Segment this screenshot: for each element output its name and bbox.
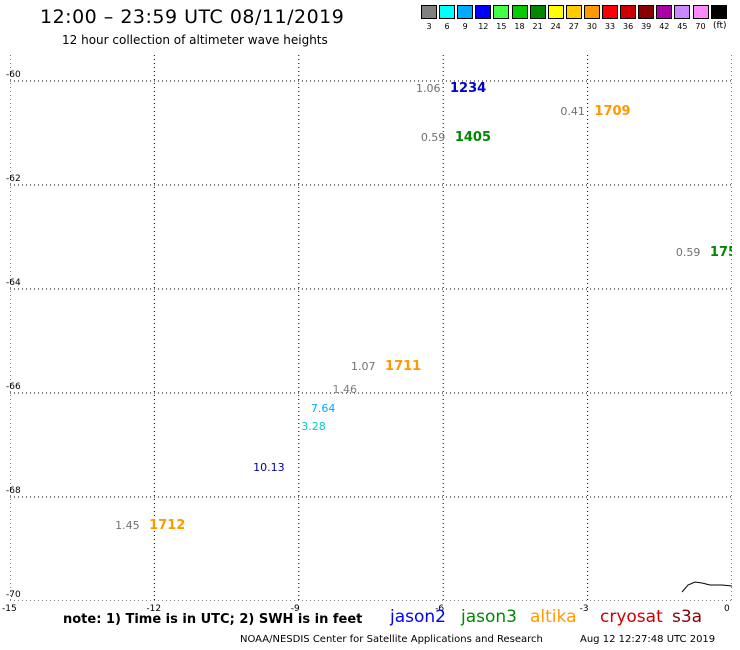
legend-swatch [638, 5, 655, 19]
map-plot-area: 1.06 1234 0.41 1709 0.59 1405 0.59 1759 1.07 1711… [10, 55, 732, 601]
satellite-legend-cryosat: cryosat [600, 607, 663, 627]
legend-swatch [602, 5, 618, 19]
pass-time-label: 1234 [450, 80, 487, 96]
legend-swatch [493, 5, 510, 19]
legend-swatch-label: 36 [623, 22, 634, 31]
track-wave-height: 3.28 [301, 419, 326, 433]
satellite-legend-jason3: jason3 [461, 607, 517, 627]
legend-swatch-label: 3 [426, 22, 432, 31]
pass-time-label: 1712 [149, 517, 186, 533]
satellite-legend-s3a: s3a [672, 607, 703, 627]
latitude-tick-label: -70 [6, 590, 21, 600]
legend-swatch [656, 5, 673, 19]
longitude-tick-label: -9 [290, 604, 300, 614]
latitude-tick-label: -68 [6, 486, 21, 496]
legend-swatch [529, 5, 546, 19]
map-canvas [10, 55, 732, 601]
map-subtitle: 12 hour collection of altimeter wave hei… [62, 33, 328, 47]
units-note: note: 1) Time is in UTC; 2) SWH is in fe… [63, 612, 363, 627]
credit-text: NOAA/NESDIS Center for Satellite Applica… [240, 634, 543, 645]
pass-time-label: 1711 [385, 359, 422, 374]
legend-swatch-label: 15 [496, 22, 507, 31]
legend-swatch-label: 45 [677, 22, 688, 31]
legend-swatch-label: 12 [478, 22, 489, 31]
legend-swatch-label: 24 [550, 22, 561, 31]
legend-swatch [674, 5, 691, 19]
legend-swatch [547, 5, 564, 19]
longitude-tick-label: -12 [146, 604, 162, 614]
legend-swatch-label: 18 [514, 22, 525, 31]
pass-time-label: 1759 [709, 244, 732, 260]
coastline-shape [681, 581, 732, 593]
legend-swatch-label: 33 [604, 22, 616, 31]
track-wave-height: 1.46 [332, 383, 358, 397]
legend-swatch [421, 5, 437, 19]
legend-swatch [439, 5, 456, 19]
legend-swatch-label: 27 [568, 22, 579, 31]
legend-swatch [457, 5, 474, 19]
legend-swatch [475, 5, 492, 19]
track-wave-height: 10.13 [253, 461, 285, 475]
legend-swatch-label: 6 [444, 22, 450, 31]
legend-swatch-label: 21 [532, 22, 543, 31]
legend-swatch [692, 5, 709, 19]
latitude-tick-label: -62 [6, 174, 21, 184]
longitude-tick-label: -3 [579, 604, 589, 614]
wave-height-value: 1.06 [416, 81, 441, 95]
latitude-tick-label: -66 [6, 382, 21, 392]
legend-swatch [710, 5, 727, 19]
longitude-tick-label: -6 [435, 604, 445, 614]
latitude-tick-label: -64 [6, 278, 21, 288]
legend-swatch [511, 5, 528, 19]
wave-height-value: 1.07 [351, 360, 376, 373]
longitude-tick-label: 0 [724, 604, 730, 614]
pass-time-label: 1709 [594, 104, 631, 120]
satellite-legend-jason2: jason2 [390, 607, 446, 627]
legend-unit: (ft) [713, 21, 727, 31]
legend-swatch-label: 39 [641, 22, 652, 31]
legend-swatch [620, 5, 637, 19]
legend-swatch [583, 5, 600, 19]
legend-swatch-label: 30 [586, 22, 597, 31]
wave-height-value: 0.59 [675, 245, 701, 259]
map-title: 12:00 – 23:59 UTC 08/11/2019 [40, 6, 345, 28]
wave-height-value: 0.41 [560, 105, 585, 119]
track-wave-height: 7.64 [310, 401, 336, 415]
legend-swatch [565, 5, 582, 19]
generation-timestamp: Aug 12 12:27:48 UTC 2019 [580, 634, 716, 645]
legend-swatch-label: 42 [659, 22, 670, 31]
legend-swatch-label: 9 [462, 22, 468, 31]
wave-height-value: 1.45 [115, 518, 140, 532]
pass-time-label: 1405 [454, 130, 491, 146]
longitude-tick-label: -15 [2, 604, 17, 614]
satellite-legend-altika: altika [530, 607, 577, 627]
wave-height-value: 0.59 [420, 131, 446, 145]
legend-swatch-label: 70 [695, 22, 706, 31]
latitude-tick-label: -60 [6, 70, 21, 80]
